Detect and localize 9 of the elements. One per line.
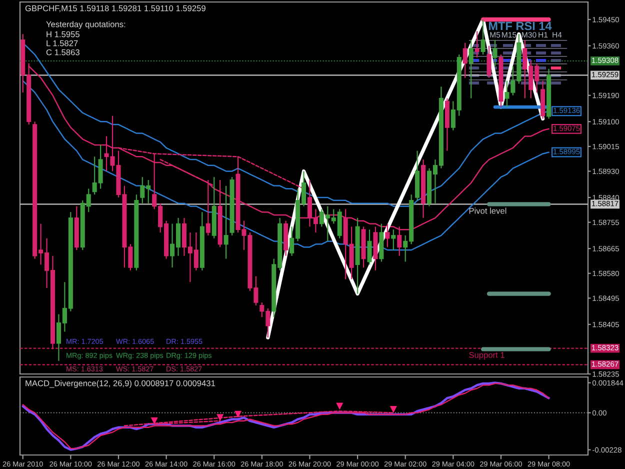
annotation: C 1.5863 [46,49,80,56]
annotation: MTF RSI 14 [488,22,552,30]
annotation: L 1.5827 [46,40,78,46]
annotation: Support 1 [469,352,504,360]
annotation: H 1.5955 [46,31,80,38]
annotation: Yesterday quotations: [46,21,126,29]
chart-title: MACD_Divergence(12, 26,9) 0.0008917 0.0009431 [26,380,215,388]
chart-title: GBPCHF,M15 1.59118 1.59281 1.59110 1.59259 [25,5,206,12]
annotation: Pivot level [469,208,506,214]
